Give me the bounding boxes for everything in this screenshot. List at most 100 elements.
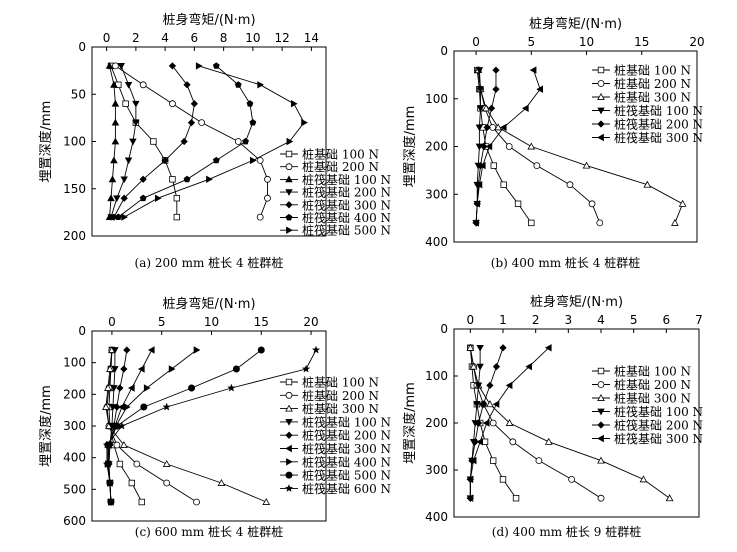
data-point <box>473 401 481 409</box>
data-point <box>188 384 196 392</box>
data-point <box>113 422 121 430</box>
data-point <box>256 213 264 221</box>
data-point <box>514 200 522 207</box>
x-tick-label: 4 <box>161 31 169 45</box>
legend-label: 桩筏基础 400 N <box>302 454 391 469</box>
data-point <box>499 476 507 483</box>
x-axis-label: 桩身弯矩/(N·m) <box>162 296 255 312</box>
data-point <box>544 437 553 445</box>
x-tick-label: 8 <box>220 31 228 45</box>
chart-panel-3: 0 5 10 15 200100200300400500600桩身弯矩/(N·m)埋置深… <box>38 296 391 539</box>
data-point <box>212 156 220 164</box>
data-point <box>476 438 483 446</box>
legend-label: 桩筏基础 200 N <box>614 418 703 433</box>
y-tick-label: 400 <box>425 235 448 249</box>
series-3 <box>474 66 687 226</box>
data-point <box>102 459 112 468</box>
data-point <box>132 119 140 127</box>
data-point <box>568 475 575 483</box>
legend-marker <box>597 133 604 142</box>
data-point <box>597 456 605 464</box>
data-point <box>471 438 479 446</box>
data-point <box>475 67 484 74</box>
x-tick-label: 10 <box>579 35 594 49</box>
y-tick-label: 500 <box>63 482 86 496</box>
data-point <box>494 123 503 131</box>
legend-label: 桩筏基础 100 N <box>302 414 391 429</box>
legend-marker <box>597 107 605 115</box>
series-6 <box>466 344 552 502</box>
data-point <box>124 157 133 165</box>
series-3 <box>102 345 271 505</box>
data-point <box>475 180 483 189</box>
data-point <box>132 100 140 108</box>
data-point <box>256 156 264 164</box>
series-6 <box>472 66 544 227</box>
data-point <box>193 498 200 506</box>
data-point <box>232 365 240 373</box>
series-2 <box>112 62 271 221</box>
data-point <box>162 459 171 467</box>
data-point <box>500 181 507 188</box>
data-point <box>301 118 308 127</box>
legend-label: 桩基础 100 N <box>614 63 691 78</box>
data-point <box>129 138 137 146</box>
data-point <box>492 66 500 74</box>
data-point <box>476 344 484 352</box>
legend-marker <box>285 213 293 221</box>
data-point <box>140 403 148 411</box>
legend-label: 桩基础 200 N <box>302 388 379 403</box>
legend-marker <box>597 421 605 429</box>
data-point <box>113 403 121 411</box>
data-point <box>290 99 298 108</box>
y-tick-label: 300 <box>425 187 448 201</box>
y-tick-label: 0 <box>78 324 86 338</box>
data-point <box>486 381 494 390</box>
data-point <box>588 200 596 208</box>
data-point <box>489 457 497 464</box>
x-axis-label: 桩身弯矩/(N·m) <box>162 12 255 28</box>
data-point <box>671 218 679 226</box>
data-point <box>566 181 574 189</box>
y-tick-label: 300 <box>63 419 86 433</box>
legend-marker <box>286 226 293 234</box>
data-point <box>582 161 591 169</box>
legend-marker <box>597 393 605 401</box>
x-tick-label: 5 <box>158 315 166 329</box>
data-point <box>466 494 474 502</box>
data-point <box>466 343 475 351</box>
plot-frame <box>91 330 327 522</box>
series-line <box>105 349 267 503</box>
data-point <box>106 497 116 506</box>
legend-marker <box>597 120 605 128</box>
legend-label: 桩筏基础 300 N <box>302 441 391 456</box>
y-tick-label: 400 <box>63 451 86 465</box>
data-point <box>105 61 114 69</box>
y-axis-label: 埋置深度/mm <box>38 101 54 183</box>
chart-panel-2: 0 5 10 15 200100200300400桩身弯矩/(N·m)埋置深度/mm桩基… <box>402 16 705 270</box>
data-point <box>227 383 236 392</box>
legend-label: 桩基础 200 N <box>614 76 691 91</box>
data-point <box>476 363 484 371</box>
data-point <box>105 478 115 487</box>
legend-label: 桩筏基础 300 N <box>614 130 703 145</box>
legend-marker <box>285 471 293 479</box>
data-point <box>485 142 493 151</box>
data-point <box>111 118 120 126</box>
data-point <box>234 81 242 88</box>
data-point <box>479 400 488 408</box>
data-point <box>499 123 507 132</box>
x-axis-label: 桩身弯矩/(N·m) <box>529 16 622 32</box>
data-point <box>128 479 136 487</box>
x-tick-label: 0 <box>467 313 475 327</box>
data-point <box>120 194 128 202</box>
data-point <box>139 81 147 89</box>
data-point <box>124 81 133 89</box>
data-point <box>107 194 115 202</box>
data-point <box>122 100 129 107</box>
data-point <box>212 62 220 69</box>
data-point <box>116 460 124 468</box>
data-point <box>120 365 128 373</box>
x-axis-label: 桩身弯矩/(N·m) <box>530 294 623 310</box>
